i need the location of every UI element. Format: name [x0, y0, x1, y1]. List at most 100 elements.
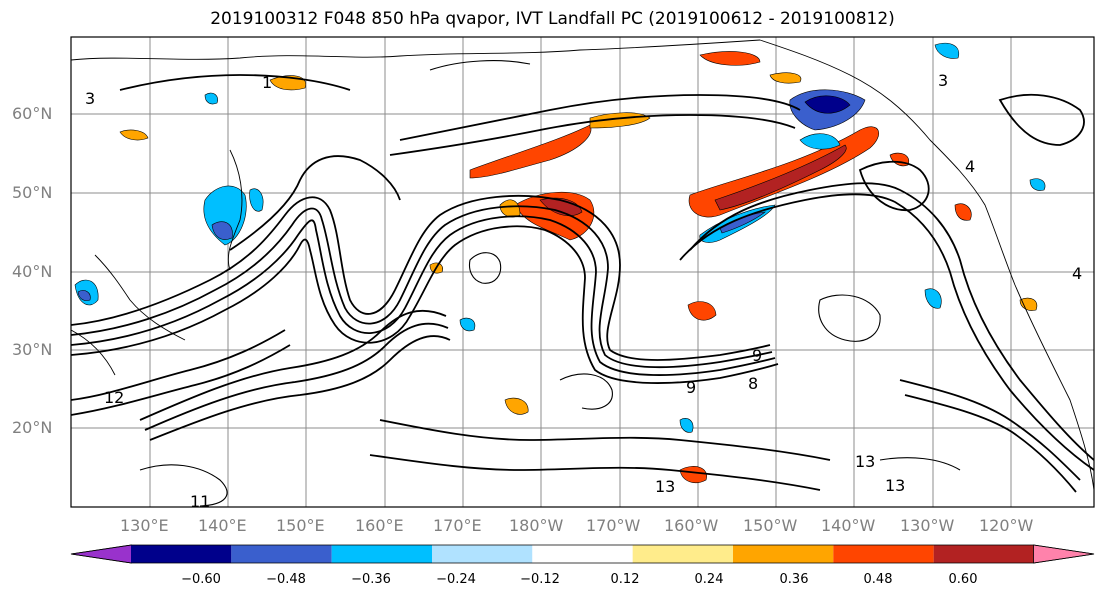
- contour-south-east-swirl-2: [904, 394, 1077, 493]
- contour-jet-4: [71, 225, 779, 384]
- shading-negative: [74, 42, 1046, 433]
- colorbar-tick-label: −0.48: [266, 572, 306, 587]
- shade-mid-pacific-edge: [499, 199, 521, 218]
- shade-blue-small-1: [204, 92, 218, 105]
- colorbar-segment: [632, 545, 733, 563]
- colorbar-tick-label: 0.24: [694, 572, 724, 587]
- contour-label-mid: 9: [686, 378, 696, 397]
- contour-label-ne: 3: [938, 71, 948, 90]
- contour-label-e-gulf: 4: [965, 157, 975, 176]
- shade-low-south: [679, 466, 707, 483]
- contour-jet-2: [71, 205, 773, 369]
- colorbar-segment: [733, 545, 834, 563]
- shade-blue-small-2: [459, 317, 476, 332]
- colorbar-outline: [70, 544, 1095, 564]
- contour-north-1: [399, 94, 801, 141]
- ivt-contours: [71, 74, 1094, 493]
- lat-label-50n: 50°N: [12, 183, 53, 202]
- contour-label-south-east: 13: [885, 476, 905, 495]
- shade-sw-orange: [504, 397, 529, 415]
- colorbar-extend-max: [1033, 544, 1095, 564]
- lon-label-160e: 160°E: [355, 516, 404, 535]
- shade-mid-pacific-core: [539, 197, 583, 216]
- lon-label-130e: 130°E: [120, 516, 169, 535]
- contour-east-ridge: [689, 182, 1094, 461]
- colorbar-tick-label: 0.60: [948, 572, 978, 587]
- contour-east-loop: [998, 93, 1085, 146]
- contour-label-c8: 8: [748, 374, 758, 393]
- shade-top-ne: [934, 42, 960, 59]
- colorbar-extend-min: [70, 544, 132, 564]
- lon-label-140w: 140°W: [821, 516, 876, 535]
- colorbar: [70, 544, 1095, 564]
- contour-sw-band: [71, 329, 286, 401]
- contour-nw-loop: [229, 155, 401, 251]
- shade-kamchatka-core: [211, 221, 233, 240]
- graticule: [71, 37, 1094, 507]
- shade-east-blue: [924, 288, 942, 309]
- shade-alaska-band-core: [714, 144, 847, 211]
- shade-north-band: [469, 124, 592, 179]
- contour-label-nw: 3: [85, 89, 95, 108]
- shade-subtropic-east: [687, 301, 717, 321]
- contour-label-e40: 4: [1072, 264, 1082, 283]
- lon-label-130w: 130°W: [900, 516, 955, 535]
- colorbar-segment: [933, 545, 1034, 563]
- contour-subtropic-2: [369, 454, 821, 491]
- contour-label-south-center: 13: [655, 477, 675, 496]
- shade-sakhalin: [249, 188, 264, 212]
- lon-label-150e: 150°E: [276, 516, 325, 535]
- colorbar-tick-label: 0.48: [863, 572, 893, 587]
- contour-south-arc-3: [139, 309, 447, 421]
- map-border: [70, 36, 1095, 508]
- colorbar-segment: [231, 545, 332, 563]
- contour-subtropic-1: [379, 419, 831, 461]
- contour-east-ridge-2: [679, 193, 1094, 471]
- shade-small-2: [1019, 297, 1038, 311]
- contour-labels: 12 13 13 13 11 4 4 3 3 1 9 8 9: [85, 71, 1082, 511]
- lon-label-170e: 170°E: [433, 516, 482, 535]
- shade-small-3: [119, 129, 149, 141]
- colorbar-tick-label: −0.12: [520, 572, 560, 587]
- shade-gulf-arc: [954, 203, 972, 221]
- shade-top-gulf-2: [769, 72, 802, 84]
- contour-south-arc-2: [144, 322, 449, 431]
- contour-north-2: [389, 114, 796, 156]
- contour-south-arc: [149, 335, 451, 441]
- colorbar-segment: [532, 545, 633, 563]
- lon-label-120w: 120°W: [979, 516, 1034, 535]
- shade-blue-small-3: [679, 418, 694, 433]
- shade-japan-west-core: [77, 290, 91, 301]
- lon-label-150w: 150°W: [743, 516, 798, 535]
- lon-label-160w: 160°W: [664, 516, 719, 535]
- lat-label-60n: 60°N: [12, 104, 53, 123]
- coastlines: [71, 39, 1094, 491]
- colorbar-tick-label: 0.12: [610, 572, 640, 587]
- colorbar-tick-label: −0.36: [351, 572, 391, 587]
- contour-label-ridge-west: 12: [104, 388, 124, 407]
- contour-gulf-low: [858, 160, 930, 211]
- colorbar-segment: [833, 545, 934, 563]
- colorbar-segment: [331, 545, 432, 563]
- colorbar-segment: [131, 545, 232, 563]
- colorbar-tick-label: −0.60: [181, 572, 221, 587]
- lon-label-180w: 180°W: [509, 516, 564, 535]
- contour-label-south-mid: 13: [855, 452, 875, 471]
- lon-label-170w: 170°W: [586, 516, 641, 535]
- colorbar-tick-label: 0.36: [779, 572, 809, 587]
- map-title: 2019100312 F048 850 hPa qvapor, IVT Land…: [210, 9, 895, 29]
- contour-jet-1: [71, 194, 771, 361]
- contour-label-low-west: 11: [190, 492, 210, 511]
- contour-label-arctic: 1: [262, 73, 272, 92]
- colorbar-segment: [432, 545, 533, 563]
- shade-bering-edge: [799, 133, 841, 150]
- shade-blue-small-4: [1029, 178, 1046, 191]
- lat-label-40n: 40°N: [12, 262, 53, 281]
- colorbar-tick-label: −0.24: [436, 572, 476, 587]
- lat-label-20n: 20°N: [12, 418, 53, 437]
- shade-top-gulf: [699, 51, 761, 66]
- contour-jet-3: [71, 215, 776, 376]
- lat-label-30n: 30°N: [12, 340, 53, 359]
- contour-arctic: [119, 74, 351, 91]
